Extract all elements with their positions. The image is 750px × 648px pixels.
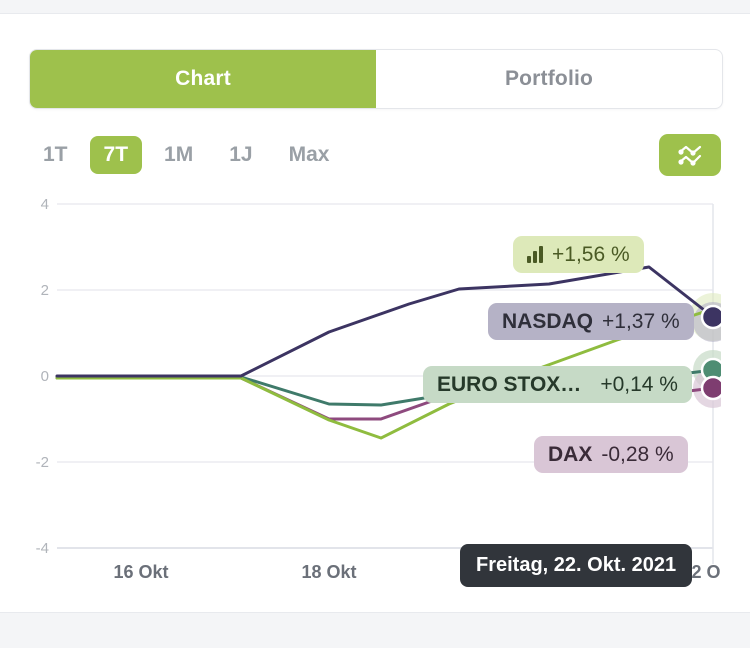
badge-dax[interactable]: DAX -0,28 % bbox=[534, 436, 688, 473]
badge-nasdaq[interactable]: NASDAQ +1,37 % bbox=[488, 303, 694, 340]
tab-portfolio-label: Portfolio bbox=[504, 67, 594, 90]
badge-performance[interactable]: +1,56 % bbox=[513, 236, 644, 273]
badge-euro-stoxx[interactable]: EURO STOX… +0,14 % bbox=[423, 366, 692, 403]
chart-card: Chart Portfolio 1T 7T 1M 1J Max bbox=[0, 13, 750, 613]
badge-nasdaq-value: +1,37 % bbox=[602, 310, 680, 333]
range-1t-label: 1T bbox=[43, 143, 68, 166]
y-tick-minus4: -4 bbox=[36, 540, 49, 557]
marker-nasdaq bbox=[700, 304, 721, 330]
range-7t-label: 7T bbox=[103, 143, 129, 166]
y-axis-ticks: 4 2 0 -2 -4 bbox=[36, 196, 49, 557]
x-tick-16okt: 16 Okt bbox=[113, 562, 168, 582]
badge-euro-stoxx-ticker: EURO STOX… bbox=[437, 373, 582, 396]
tab-chart[interactable]: Chart bbox=[30, 50, 376, 108]
date-tooltip-label: Freitag, 22. Okt. 2021 bbox=[476, 554, 677, 576]
range-selector-row: 1T 7T 1M 1J Max bbox=[29, 129, 721, 181]
bar-chart-icon bbox=[527, 246, 543, 263]
badge-dax-ticker: DAX bbox=[548, 443, 593, 466]
badge-euro-stoxx-value: +0,14 % bbox=[600, 373, 678, 396]
page-background-top bbox=[0, 0, 750, 13]
range-1m-label: 1M bbox=[164, 143, 194, 166]
range-7t[interactable]: 7T bbox=[89, 136, 143, 174]
series-end-markers bbox=[700, 304, 721, 401]
series-line-portfolio bbox=[55, 307, 715, 440]
page-background-bottom bbox=[0, 614, 750, 648]
view-tabs: Chart Portfolio bbox=[29, 49, 723, 109]
range-max-label: Max bbox=[288, 143, 330, 166]
y-tick-4: 4 bbox=[41, 196, 49, 213]
range-1j[interactable]: 1J bbox=[215, 136, 266, 174]
marker-dax bbox=[700, 375, 721, 401]
range-1t[interactable]: 1T bbox=[29, 136, 82, 174]
y-tick-0: 0 bbox=[41, 368, 49, 385]
series-lines bbox=[55, 265, 715, 440]
tab-portfolio[interactable]: Portfolio bbox=[376, 50, 722, 108]
range-1m[interactable]: 1M bbox=[150, 136, 207, 174]
badge-performance-value: +1,56 % bbox=[552, 243, 630, 266]
range-max[interactable]: Max bbox=[275, 136, 344, 174]
date-tooltip: Freitag, 22. Okt. 2021 bbox=[460, 544, 693, 587]
range-selector: 1T 7T 1M 1J Max bbox=[29, 129, 721, 181]
y-tick-2: 2 bbox=[41, 282, 49, 299]
tab-chart-label: Chart bbox=[175, 67, 231, 90]
y-tick-minus2: -2 bbox=[36, 454, 49, 471]
range-1j-label: 1J bbox=[229, 143, 253, 166]
badge-dax-value: -0,28 % bbox=[601, 443, 674, 466]
x-tick-18okt: 18 Okt bbox=[301, 562, 356, 582]
line-chart-icon bbox=[678, 145, 702, 166]
badge-nasdaq-ticker: NASDAQ bbox=[502, 310, 594, 333]
chart-type-button[interactable] bbox=[659, 134, 721, 176]
